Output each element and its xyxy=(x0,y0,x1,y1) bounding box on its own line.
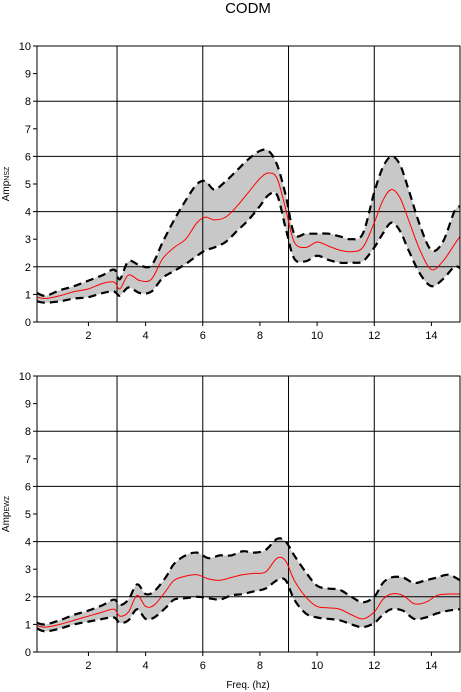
y-axis-label-main: Amp xyxy=(1,180,12,201)
x-tick-label: 12 xyxy=(368,330,380,342)
x-tick-label: 6 xyxy=(200,330,206,342)
x-tick-label: 14 xyxy=(425,330,437,342)
y-axis-label-sub: EWZ xyxy=(4,495,11,511)
median-line xyxy=(36,556,461,628)
median-line xyxy=(36,172,461,300)
y-tick-label: 10 xyxy=(19,371,31,383)
band xyxy=(37,538,460,632)
y-axis-label-main: Amp xyxy=(1,511,12,532)
x-tick-label: 2 xyxy=(85,660,91,672)
y-tick-label: 7 xyxy=(25,124,31,136)
x-tick-label: 10 xyxy=(311,330,323,342)
x-tick-label: 2 xyxy=(85,330,91,342)
x-tick-label: 12 xyxy=(368,660,380,672)
confidence-band xyxy=(37,149,460,303)
confidence-band xyxy=(37,538,460,632)
x-tick-label: 4 xyxy=(143,330,149,342)
y-tick-label: 8 xyxy=(25,426,31,438)
y-tick-label: 4 xyxy=(25,537,31,549)
y-tick-label: 9 xyxy=(25,399,31,411)
x-tick-label: 8 xyxy=(257,330,263,342)
y-tick-label: 3 xyxy=(25,234,31,246)
y-tick-label: 4 xyxy=(25,207,31,219)
x-tick-label: 14 xyxy=(425,660,437,672)
y-tick-label: 10 xyxy=(19,41,31,53)
x-tick-label: 6 xyxy=(200,660,206,672)
y-tick-label: 5 xyxy=(25,179,31,191)
y-axis-label: AmpNSZ xyxy=(1,166,12,201)
y-tick-label: 6 xyxy=(25,481,31,493)
x-tick-label: 8 xyxy=(257,660,263,672)
y-tick-label: 9 xyxy=(25,69,31,81)
band xyxy=(37,149,460,303)
upper-bound-line xyxy=(36,148,461,297)
y-tick-label: 2 xyxy=(25,592,31,604)
y-tick-label: 2 xyxy=(25,262,31,274)
grid xyxy=(37,46,460,322)
y-tick-label: 5 xyxy=(25,509,31,521)
y-tick-label: 3 xyxy=(25,564,31,576)
y-tick-label: 1 xyxy=(25,289,31,301)
x-axis-label: Freq. (hz) xyxy=(226,680,269,691)
lower-bound-line xyxy=(36,191,461,304)
y-axis-label-sub: NSZ xyxy=(4,166,11,181)
y-tick-label: 0 xyxy=(25,647,31,659)
upper-bound-line xyxy=(36,537,461,626)
x-tick-label: 10 xyxy=(311,660,323,672)
x-tick-label: 4 xyxy=(143,660,149,672)
grid xyxy=(37,376,460,652)
y-tick-label: 0 xyxy=(25,317,31,329)
lower-bound-line xyxy=(36,577,461,633)
y-tick-label: 8 xyxy=(25,96,31,108)
y-axis-label: AmpEWZ xyxy=(1,495,12,532)
series-lines xyxy=(36,148,461,304)
figure-title: CODM xyxy=(225,0,271,17)
series-lines xyxy=(36,537,461,633)
y-tick-label: 6 xyxy=(25,151,31,163)
y-tick-label: 7 xyxy=(25,454,31,466)
y-tick-label: 1 xyxy=(25,619,31,631)
